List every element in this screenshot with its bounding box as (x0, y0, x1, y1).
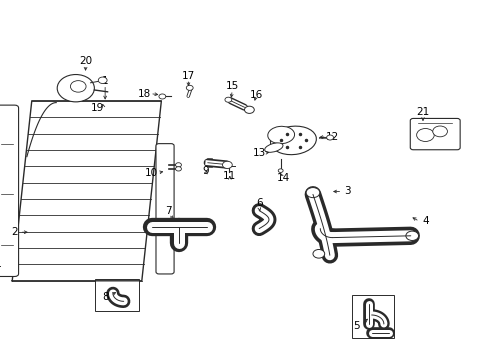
Text: 6: 6 (255, 198, 262, 208)
FancyBboxPatch shape (0, 105, 19, 276)
Circle shape (186, 85, 193, 90)
Text: 2: 2 (11, 227, 18, 237)
Bar (351, 295, 393, 338)
Text: 15: 15 (225, 81, 239, 91)
Circle shape (432, 126, 447, 137)
Bar (95, 279, 139, 311)
FancyBboxPatch shape (156, 144, 174, 274)
Text: 7: 7 (165, 206, 172, 216)
Circle shape (175, 167, 181, 171)
Ellipse shape (267, 126, 294, 144)
Text: 19: 19 (91, 103, 104, 113)
Circle shape (244, 106, 254, 113)
Circle shape (98, 77, 107, 84)
Text: 8: 8 (102, 292, 108, 302)
Circle shape (159, 94, 165, 99)
Circle shape (312, 249, 324, 258)
Text: 12: 12 (325, 132, 339, 142)
Text: 5: 5 (353, 321, 360, 331)
FancyBboxPatch shape (409, 118, 459, 150)
Circle shape (405, 231, 418, 240)
Circle shape (326, 135, 333, 140)
Ellipse shape (270, 126, 316, 155)
Circle shape (57, 75, 94, 102)
Text: 14: 14 (276, 173, 290, 183)
Text: 4: 4 (421, 216, 428, 226)
Text: 16: 16 (249, 90, 263, 100)
Text: 9: 9 (202, 166, 208, 176)
Circle shape (70, 81, 86, 92)
Circle shape (224, 97, 231, 102)
Circle shape (175, 163, 181, 167)
Text: 10: 10 (145, 168, 158, 178)
Circle shape (278, 169, 283, 172)
Text: 18: 18 (137, 89, 151, 99)
Text: 11: 11 (223, 171, 236, 181)
Circle shape (305, 188, 319, 198)
Circle shape (222, 161, 232, 168)
Text: 17: 17 (181, 71, 195, 81)
Ellipse shape (264, 143, 283, 152)
Text: 20: 20 (79, 56, 92, 66)
Circle shape (416, 129, 433, 141)
Text: 21: 21 (415, 107, 429, 117)
Text: 13: 13 (252, 148, 265, 158)
Text: 3: 3 (343, 186, 350, 196)
Text: 1: 1 (102, 76, 108, 86)
